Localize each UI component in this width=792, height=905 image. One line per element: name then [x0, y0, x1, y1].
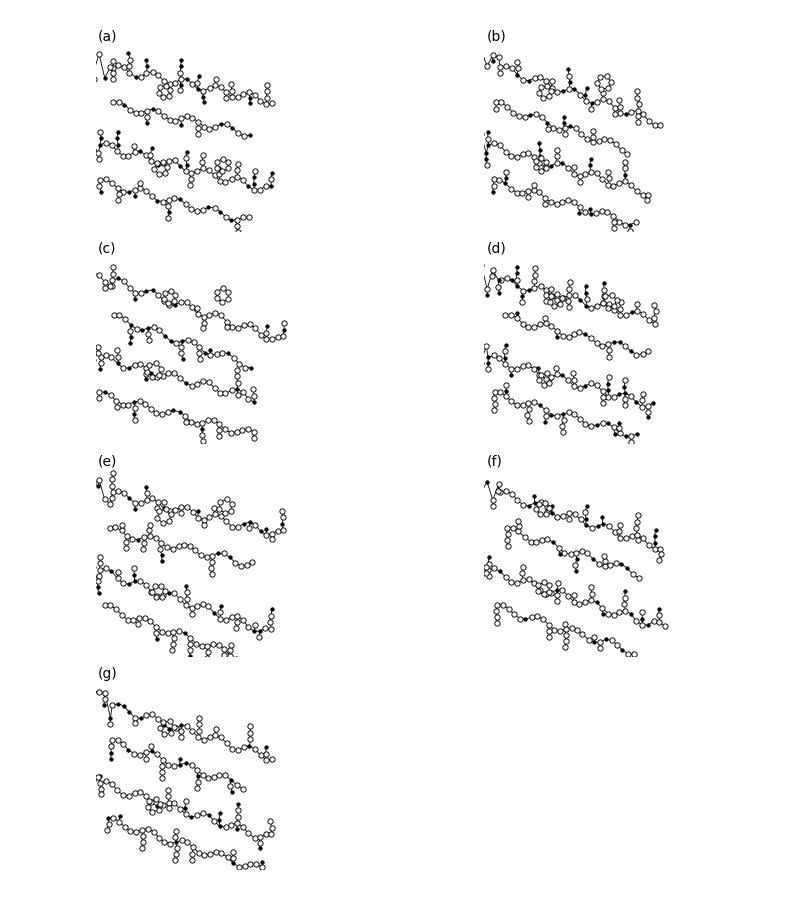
- Text: (f): (f): [486, 454, 502, 469]
- Text: (g): (g): [98, 667, 118, 681]
- Text: (d): (d): [486, 242, 506, 256]
- Text: (e): (e): [98, 454, 117, 469]
- Text: (b): (b): [486, 29, 506, 43]
- Text: (a): (a): [98, 29, 118, 43]
- Text: (c): (c): [98, 242, 116, 256]
